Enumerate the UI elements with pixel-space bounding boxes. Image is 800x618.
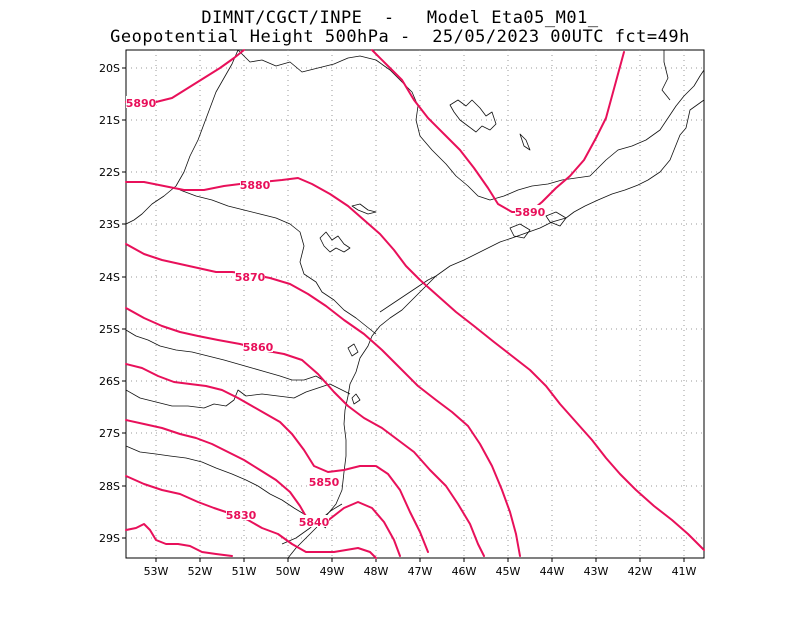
lat-label-25s: 25S [99, 323, 120, 336]
contour-label-5890-east: 5890 [515, 206, 546, 219]
lon-label-47w: 47W [408, 565, 433, 578]
estuary [379, 275, 437, 313]
lat-label-23s: 23S [99, 218, 120, 231]
contour-lines [125, 49, 705, 559]
contour-label-5830: 5830 [226, 509, 257, 522]
contour-label-bg [515, 205, 545, 217]
lat-label-24s: 24S [99, 271, 120, 284]
border-sp-ms [125, 49, 239, 225]
map-frame [125, 49, 705, 559]
lat-label-22s: 22S [99, 166, 120, 179]
lat-label-21s: 21S [99, 114, 120, 127]
lon-label-46w: 46W [452, 565, 477, 578]
island-2 [545, 211, 567, 227]
axis-ticks [122, 67, 685, 562]
contour-label-bg [240, 178, 270, 190]
contour-5860 [125, 307, 485, 557]
contour-label-bg [126, 96, 156, 108]
border-ms-pr [125, 329, 327, 383]
lon-label-43w: 43W [584, 565, 609, 578]
small-island-pr [347, 343, 359, 357]
lon-label-51w: 51W [232, 565, 257, 578]
border-mg-rj [589, 69, 705, 177]
lat-label-28s: 28S [99, 480, 120, 493]
contour-5890-ne [371, 49, 625, 213]
border-pr-sc [125, 383, 351, 409]
contour-label-5850: 5850 [309, 476, 340, 489]
lake-2 [351, 203, 377, 215]
contour-5850 [125, 363, 429, 553]
lon-label-44w: 44W [540, 565, 565, 578]
contour-label-5860: 5860 [243, 341, 274, 354]
lat-label-20s: 20S [99, 62, 120, 75]
river-reservoir-2 [319, 231, 351, 253]
contour-5870 [125, 243, 521, 557]
contour-5840 [125, 419, 401, 557]
contour-label-5890-west: 5890 [126, 97, 157, 110]
border-mg-es [661, 50, 671, 101]
border-sc-rs [125, 445, 327, 529]
lon-label-48w: 48W [364, 565, 389, 578]
contour-label-bg [299, 515, 329, 527]
small-island-sc [351, 393, 361, 405]
island-1 [509, 223, 531, 239]
lon-label-53w: 53W [144, 565, 169, 578]
lon-label-49w: 49W [320, 565, 345, 578]
lat-label-27s: 27S [99, 427, 120, 440]
chart-title-line-2: Geopotential Height 500hPa - 25/05/2023 … [110, 27, 690, 47]
coastline [287, 99, 705, 559]
contour-5830 [125, 475, 377, 559]
lat-label-26s: 26S [99, 375, 120, 388]
lon-label-52w: 52W [188, 565, 213, 578]
contour-label-bg [235, 270, 265, 282]
contour-label-5840: 5840 [299, 516, 330, 529]
lon-label-50w: 50W [276, 565, 301, 578]
contour-5880 [125, 177, 705, 551]
border-sp-pr [179, 189, 377, 335]
chart-title-line-1: DIMNT/CGCT/INPE - Model Eta05_M01_ [201, 8, 599, 28]
lat-label-29s: 29S [99, 532, 120, 545]
river-reservoir-1 [449, 99, 497, 133]
border-sp-mg [237, 49, 591, 201]
contour-label-5870: 5870 [235, 271, 266, 284]
coastline-and-borders [125, 49, 705, 559]
contour-label-bg [243, 340, 273, 352]
contour-5820 [125, 523, 233, 557]
lon-label-45w: 45W [496, 565, 521, 578]
lake-1 [519, 133, 531, 151]
contour-label-bg [226, 508, 256, 520]
lon-label-41w: 41W [672, 565, 697, 578]
lon-label-42w: 42W [628, 565, 653, 578]
contour-label-5880: 5880 [240, 179, 271, 192]
contour-label-bg [309, 475, 339, 487]
